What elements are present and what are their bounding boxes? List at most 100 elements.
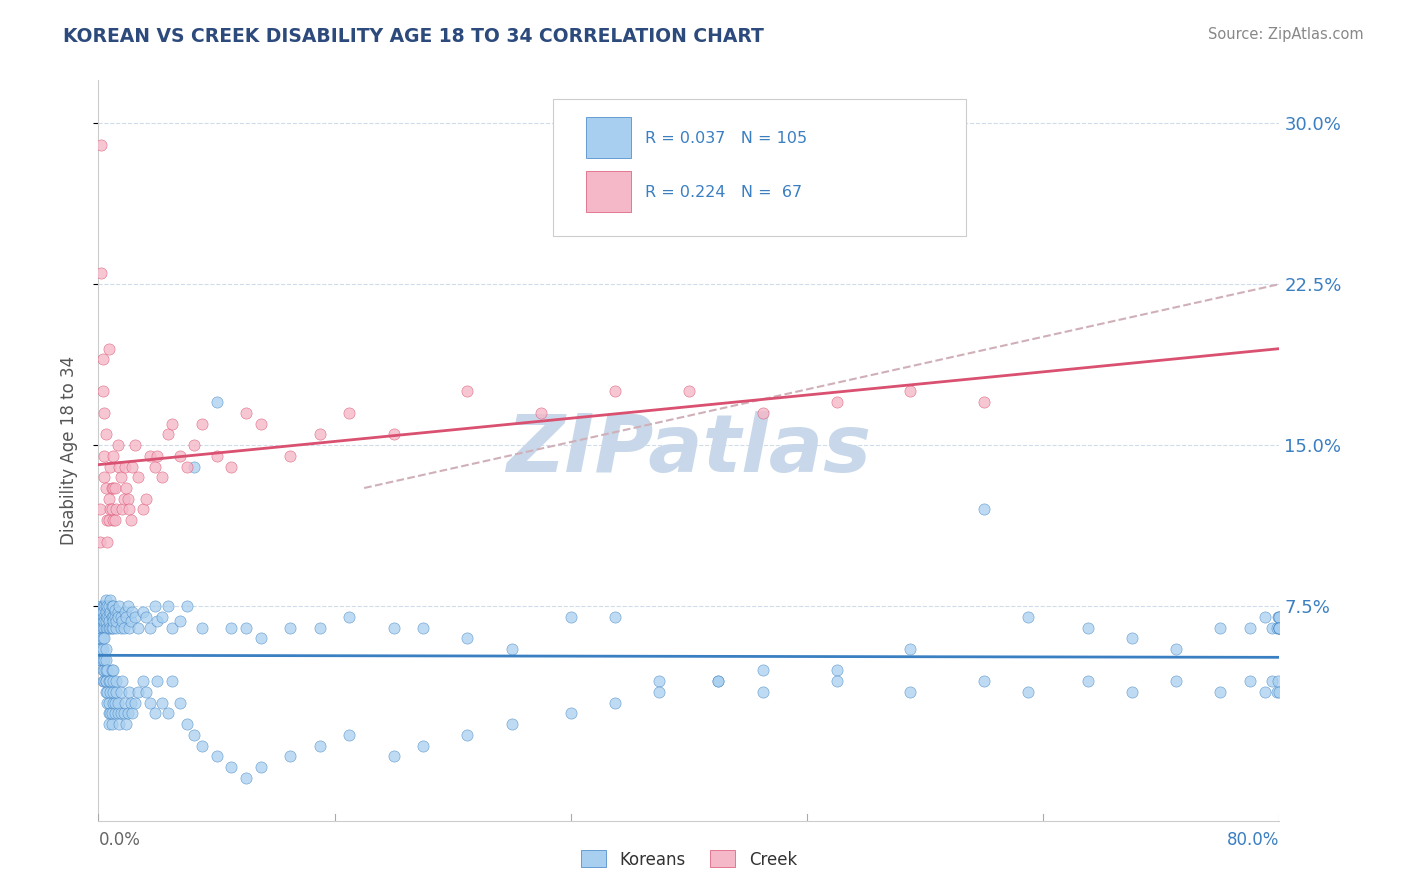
Point (93, 470, 115, 484)
Point (1254, 685, 1277, 699)
Point (825, 674, 848, 689)
Point (98, 459, 121, 474)
Point (707, 674, 730, 689)
Point (1267, 609, 1289, 624)
Point (96, 609, 118, 624)
Y-axis label: Disability Age 18 to 34: Disability Age 18 to 34 (59, 356, 77, 545)
Point (103, 664, 125, 678)
Point (1268, 620, 1291, 634)
Point (117, 599, 139, 613)
Point (94, 685, 117, 699)
Point (752, 406, 775, 420)
Point (1018, 685, 1040, 699)
Point (103, 609, 125, 624)
Point (169, 696, 191, 710)
Point (382, 427, 405, 442)
Point (169, 614, 191, 628)
Point (156, 706, 179, 721)
Point (103, 614, 125, 628)
Point (235, 620, 257, 634)
Point (183, 459, 205, 474)
Point (100, 609, 122, 624)
Point (105, 674, 128, 689)
Point (118, 685, 141, 699)
Point (118, 502, 141, 516)
Point (91, 642, 114, 657)
Point (191, 620, 214, 634)
Point (382, 749, 405, 764)
Point (146, 614, 169, 628)
Point (250, 632, 273, 646)
Point (752, 664, 775, 678)
Point (96, 534, 118, 549)
Point (183, 728, 205, 742)
Point (94, 427, 117, 442)
Point (90, 632, 112, 646)
Point (97, 696, 120, 710)
Point (1209, 620, 1232, 634)
Point (94, 606, 117, 620)
Point (135, 685, 157, 699)
Point (150, 696, 173, 710)
Point (104, 706, 127, 721)
Point (89, 534, 111, 549)
Point (110, 609, 132, 624)
Point (89, 609, 111, 624)
Text: ZIPatlas: ZIPatlas (506, 411, 872, 490)
Point (221, 760, 243, 774)
Point (103, 449, 125, 463)
Point (90, 137, 112, 152)
Point (156, 599, 179, 613)
Point (250, 760, 273, 774)
Point (96, 685, 118, 699)
Point (707, 674, 730, 689)
Point (457, 632, 479, 646)
Point (309, 620, 332, 634)
Point (107, 696, 129, 710)
Point (115, 481, 138, 495)
Point (191, 417, 214, 431)
Point (127, 685, 149, 699)
Point (146, 674, 169, 689)
Point (91, 664, 114, 678)
Point (93, 609, 115, 624)
Point (648, 674, 671, 689)
Point (176, 599, 198, 613)
Point (97, 599, 120, 613)
Point (1265, 685, 1288, 699)
Text: R = 0.037   N = 105: R = 0.037 N = 105 (645, 130, 807, 145)
Point (1268, 620, 1291, 634)
Point (104, 603, 127, 617)
Point (96, 599, 118, 613)
Point (250, 417, 273, 431)
Point (648, 685, 671, 699)
Point (105, 685, 128, 699)
Point (104, 696, 127, 710)
Point (94, 592, 117, 607)
Point (111, 614, 134, 628)
Point (162, 620, 183, 634)
Point (752, 685, 775, 699)
Point (1239, 674, 1261, 689)
Point (105, 614, 128, 628)
Text: 80.0%: 80.0% (1227, 831, 1279, 849)
Point (93, 449, 115, 463)
Point (235, 771, 257, 785)
Point (132, 674, 155, 689)
Point (96, 664, 118, 678)
Point (124, 438, 146, 452)
Point (825, 664, 848, 678)
Point (191, 739, 214, 753)
Point (100, 481, 122, 495)
Point (94, 653, 117, 667)
Point (280, 620, 302, 634)
Point (93, 599, 115, 613)
Point (91, 599, 114, 613)
Point (121, 459, 143, 474)
Point (96, 620, 118, 634)
Point (132, 606, 155, 620)
Point (1166, 642, 1188, 657)
Point (156, 427, 179, 442)
Point (94, 614, 117, 628)
Point (143, 706, 166, 721)
